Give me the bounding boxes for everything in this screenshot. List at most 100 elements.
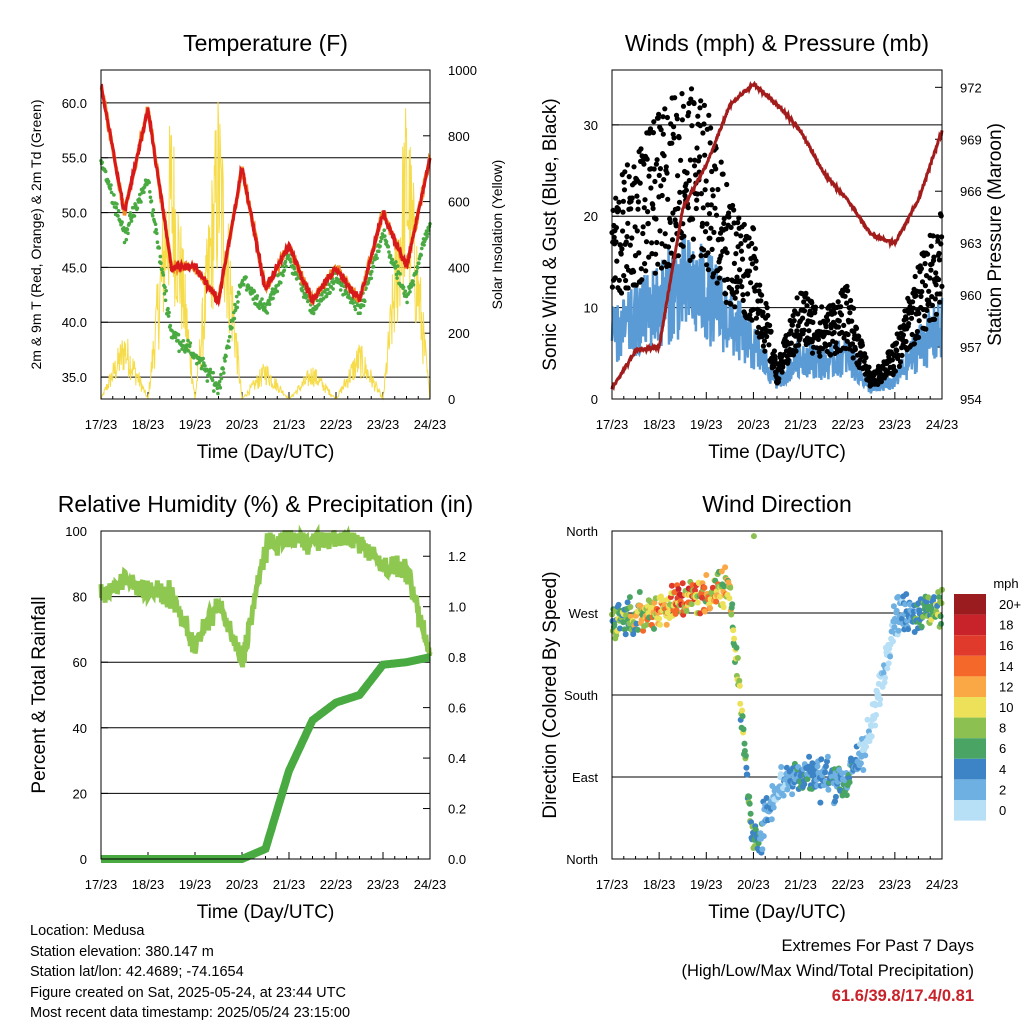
- dewpoint-point: [237, 292, 241, 296]
- gust-point: [906, 321, 912, 327]
- humidity-y2tick-label: 1.0: [448, 600, 466, 615]
- gust-point: [910, 299, 916, 305]
- direction-point: [626, 594, 633, 601]
- direction-point: [657, 621, 664, 628]
- direction-point: [801, 781, 808, 788]
- direction-point: [701, 608, 708, 615]
- gust-point: [674, 116, 680, 122]
- humidity-xtick-label: 22/23: [320, 877, 353, 892]
- direction-point: [741, 748, 748, 754]
- dewpoint-point: [257, 306, 262, 311]
- direction-point: [898, 615, 905, 622]
- gust-point: [933, 270, 939, 276]
- gust-point: [789, 322, 796, 328]
- gust-point: [733, 231, 739, 237]
- gust-point: [919, 279, 926, 285]
- station-elevation: Station elevation: 380.147 m: [30, 943, 214, 960]
- direction-point: [843, 792, 850, 799]
- winds-ylabel: Sonic Wind & Gust (Blue, Black): [540, 98, 561, 370]
- gust-point: [706, 211, 713, 217]
- dewpoint-point: [235, 305, 240, 310]
- gust-point: [641, 205, 647, 211]
- winds-xtick-label: 20/23: [737, 417, 770, 432]
- gust-point: [705, 267, 712, 273]
- direction-point: [895, 627, 902, 634]
- dewpoint-point: [395, 264, 400, 268]
- dewpoint-point: [139, 200, 143, 204]
- direction-point: [703, 572, 710, 578]
- gust-point: [631, 269, 637, 275]
- gust-point: [809, 300, 815, 306]
- temperature-y2tick-label: 1000: [448, 63, 477, 78]
- gust-point: [900, 332, 907, 338]
- dewpoint-point: [227, 345, 231, 350]
- dewpoint-point: [230, 326, 234, 330]
- gust-point: [825, 311, 831, 317]
- gust-point: [814, 345, 820, 351]
- dewpoint-point: [422, 243, 426, 247]
- dewpoint-point: [115, 202, 119, 206]
- direction-point: [824, 758, 830, 765]
- gust-point: [926, 288, 932, 294]
- dewpoint-point: [232, 316, 237, 321]
- dewpoint-point: [260, 297, 264, 301]
- winds-ytick-label: 30: [584, 118, 598, 133]
- speed-legend-swatch: [954, 758, 986, 780]
- direction-point: [925, 594, 932, 601]
- temperature-ytick-label: 35.0: [62, 370, 87, 385]
- gust-point: [903, 316, 910, 322]
- gust-point: [750, 226, 757, 232]
- humidity-ytick-label: 40: [73, 721, 87, 736]
- direction-point: [890, 603, 897, 610]
- dewpoint-point: [327, 282, 331, 287]
- gust-point: [841, 322, 847, 328]
- direction-xtick-label: 20/23: [737, 877, 770, 892]
- direction-point: [778, 764, 785, 770]
- gust-point: [758, 298, 764, 304]
- gust-point: [851, 305, 857, 311]
- gust-point: [812, 304, 819, 310]
- gust-point: [708, 225, 714, 231]
- dewpoint-point: [159, 261, 163, 266]
- extremes-title: Extremes For Past 7 Days: [781, 937, 974, 955]
- gust-point: [687, 257, 693, 263]
- gust-point: [938, 213, 944, 219]
- gust-point: [922, 261, 928, 267]
- dewpoint-point: [128, 211, 133, 215]
- winds-y2tick-label: 963: [960, 236, 982, 251]
- gust-point: [768, 328, 774, 334]
- dewpoint-point: [374, 253, 378, 257]
- gust-point: [731, 260, 738, 266]
- gust-point: [801, 299, 807, 305]
- gust-point: [801, 327, 807, 333]
- gust-point: [655, 115, 661, 121]
- dewpoint-point: [388, 253, 393, 258]
- gust-point: [734, 289, 740, 295]
- gust-point: [698, 98, 704, 104]
- gust-point: [720, 171, 726, 177]
- dewpoint-point: [221, 367, 225, 371]
- gust-point: [817, 353, 823, 359]
- temperature-xtick-label: 20/23: [226, 417, 259, 432]
- gust-point: [723, 291, 729, 297]
- gust-point: [652, 270, 658, 276]
- gust-point: [771, 348, 778, 354]
- dewpoint-point: [208, 367, 213, 372]
- gust-point: [713, 166, 719, 172]
- direction-point: [760, 833, 767, 840]
- gust-point: [618, 251, 624, 257]
- dewpoint-point: [103, 169, 108, 174]
- speed-legend-label: 20+: [999, 597, 1021, 612]
- gust-point: [767, 322, 773, 328]
- gust-point: [741, 221, 747, 228]
- dewpoint-point: [383, 234, 387, 238]
- gust-point: [746, 268, 753, 274]
- direction-frame: [611, 530, 943, 860]
- gust-point: [878, 379, 885, 385]
- dewpoint-point: [425, 232, 430, 236]
- direction-point: [882, 674, 888, 681]
- humidity-y2tick-label: 0.0: [448, 852, 466, 867]
- temperature-ytick-label: 55.0: [62, 151, 87, 166]
- dewpoint-point: [270, 287, 275, 291]
- dewpoint-point: [300, 288, 305, 293]
